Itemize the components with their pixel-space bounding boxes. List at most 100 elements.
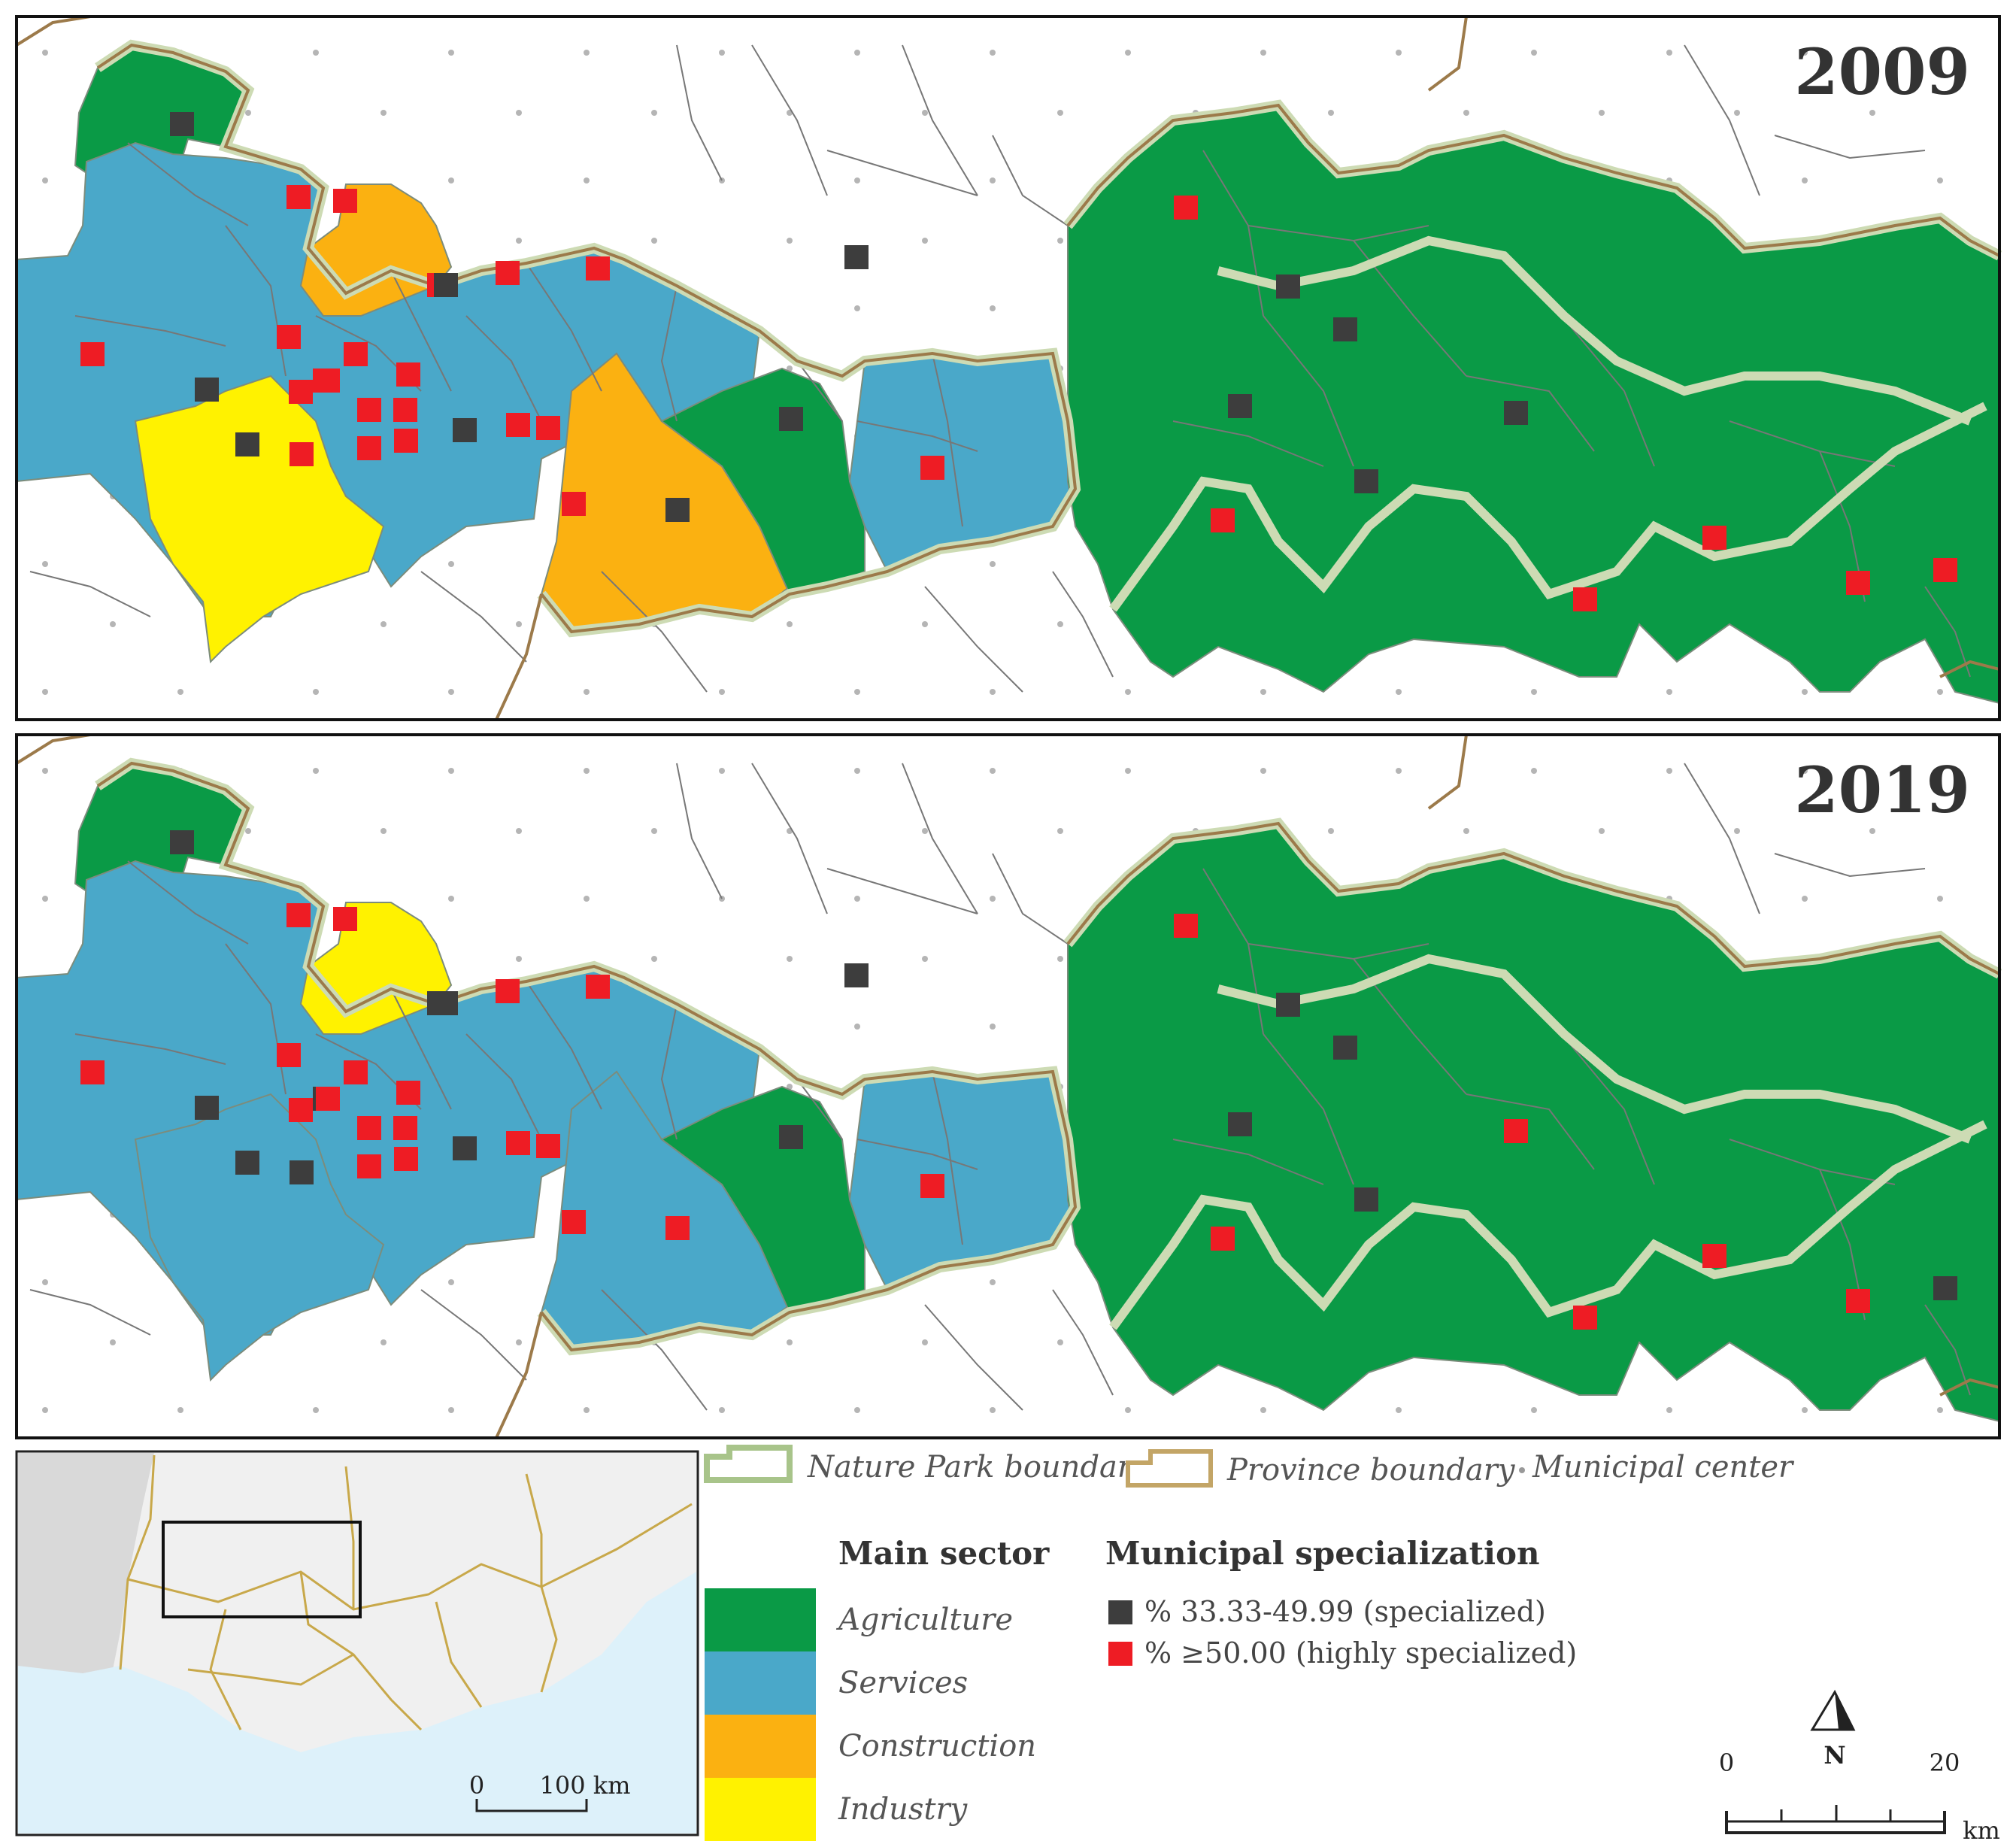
specialization-marker: [80, 1060, 105, 1084]
specialization-marker: [357, 1154, 381, 1178]
specialization-marker: [357, 436, 381, 460]
municipal-boundary: [1466, 375, 1595, 452]
province-boundary-east: [1066, 103, 2000, 257]
specialization-marker: [289, 380, 313, 404]
province-boundary: [96, 43, 1078, 634]
municipal-boundary: [601, 1289, 708, 1411]
specialization-marker: [195, 378, 219, 402]
inset-province-lines: [119, 1454, 693, 1731]
specialized-swatch: [1108, 1600, 1132, 1624]
municipal-boundary: [992, 135, 1069, 226]
legend-province: Province boundary: [1126, 1449, 1516, 1488]
highly-specialized-swatch: [1108, 1642, 1132, 1666]
specialization-marker: [235, 432, 259, 456]
municipal-boundary: [924, 1304, 1023, 1411]
municipal-boundary: [902, 44, 978, 196]
inset-scale-label: 100 km: [540, 1771, 631, 1800]
municipal-boundary: [29, 571, 151, 617]
specialization-marker: [1846, 1289, 1870, 1313]
province-boundary-east: [1066, 821, 2000, 975]
municipal-boundary: [676, 44, 723, 181]
specialization-marker: [277, 325, 301, 349]
inset-scale-zero: 0: [469, 1771, 484, 1800]
province-boundary-nw: [15, 15, 91, 47]
municipal-boundary: [1774, 135, 1926, 159]
specialization-marker: [286, 185, 311, 209]
municipal-boundary: [601, 571, 708, 693]
specialization-marker: [496, 261, 520, 285]
municipal-boundary: [1924, 1304, 1971, 1396]
specialization-marker: [290, 442, 314, 466]
specialization-marker: [434, 991, 458, 1015]
specialization-marker: [920, 1174, 944, 1198]
province-boundary-se: [1939, 660, 2000, 678]
municipal-boundary: [420, 571, 527, 663]
specialization-marker: [170, 112, 194, 136]
legend-municipal-center: Municipal center: [1519, 1450, 1795, 1485]
map-frame: [15, 15, 2001, 721]
municipal-boundary: [127, 860, 249, 945]
specialization-marker: [357, 1116, 381, 1140]
specialization-marker: [920, 456, 944, 480]
municipal-boundary: [526, 262, 602, 392]
municipal-boundary: [660, 285, 678, 422]
municipal-boundary: [826, 868, 978, 914]
specialization-marker: [170, 830, 194, 854]
municipal-boundary: [420, 1289, 527, 1381]
region-southwest-industry: [134, 375, 385, 664]
legend-nature-park: Nature Park boundary: [704, 1445, 1150, 1485]
province-boundary-s: [495, 593, 543, 720]
nature-park-label: Nature Park boundary: [807, 1450, 1150, 1485]
specialization-marker: [1354, 1187, 1378, 1212]
specialization-marker: [333, 907, 357, 931]
map-panel-2009: 2009: [15, 15, 2002, 721]
specialization-marker: [286, 903, 311, 927]
nature-park-boundary-inner: [1109, 1120, 1987, 1330]
specialization-marker: [1504, 1119, 1528, 1143]
sector-swatch-services: [705, 1651, 816, 1715]
inset-portugal: [18, 1453, 154, 1685]
municipal-boundary: [465, 1033, 542, 1140]
sector-label-industry: Industry: [838, 1792, 969, 1827]
sector-swatch-agriculture: [705, 1588, 816, 1651]
specialization-marker: [562, 1210, 586, 1234]
specialization-marker: [1702, 1244, 1726, 1268]
municipal-boundary: [390, 270, 452, 392]
map-panel-2019: 2019: [15, 733, 2002, 1439]
specialization-marker: [453, 1136, 477, 1160]
specialization-marker: [357, 398, 381, 422]
specialization-marker: [665, 1216, 690, 1240]
specialization-marker: [1933, 558, 1957, 582]
specialization-marker: [586, 256, 610, 281]
municipal-boundary: [826, 150, 978, 196]
municipal-boundary: [1548, 300, 1655, 467]
municipal-boundary: [660, 1003, 678, 1140]
specialization-marker: [1228, 394, 1252, 418]
map-frame: [15, 733, 2001, 1439]
specialization-marker: [779, 1125, 803, 1149]
sector-label-agriculture: Agriculture: [835, 1603, 1013, 1637]
municipal-boundary: [932, 1071, 963, 1245]
province-boundary-s: [495, 1312, 543, 1439]
specialization-marker: [1573, 1306, 1597, 1330]
municipal-boundary: [74, 1033, 226, 1065]
specialization-marker: [393, 1116, 417, 1140]
municipal-boundary: [465, 315, 542, 422]
nature-park-boundary-divide: [1217, 235, 1972, 426]
specialization-marker: [396, 1081, 420, 1105]
municipal-boundary: [1684, 44, 1760, 196]
municipal-center-dot: [1519, 1467, 1525, 1473]
scale-max: 20: [1930, 1748, 1960, 1777]
municipal-boundary: [74, 315, 226, 347]
specialization-marker: [393, 398, 417, 422]
year-label: 2019: [1794, 753, 1970, 827]
specialization-marker: [396, 362, 420, 387]
municipal-boundary: [1263, 1033, 1354, 1185]
sector-label-services: Services: [838, 1666, 968, 1700]
inset-study-area-box: [162, 1521, 362, 1618]
specialization-marker: [235, 1151, 259, 1175]
municipal-boundary: [751, 44, 828, 196]
sector-legend: Agriculture Services Construction Industry: [705, 1588, 1036, 1841]
province-boundary-n: [1427, 16, 1468, 92]
